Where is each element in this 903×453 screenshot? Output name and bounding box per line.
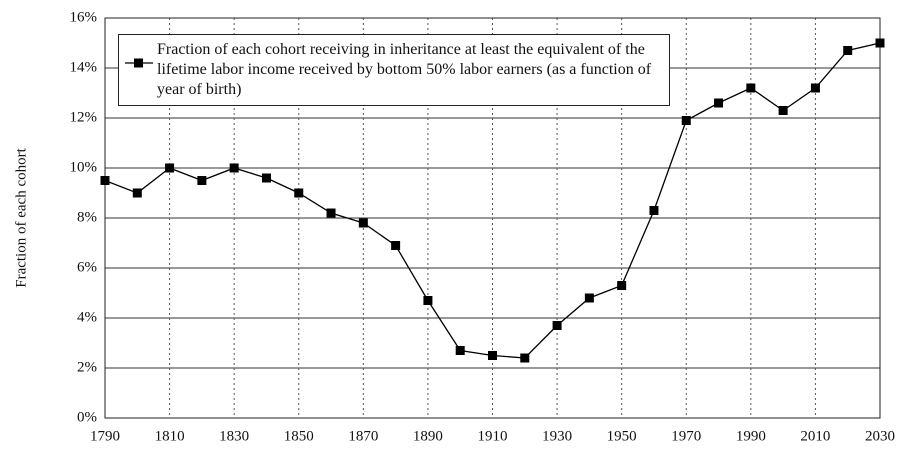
y-tick-label: 16%: [70, 9, 98, 25]
point: [681, 116, 691, 125]
point: [584, 293, 594, 303]
y-tick-label: 0%: [77, 409, 97, 425]
x-tick-label: 2010: [800, 428, 830, 444]
point: [552, 321, 562, 330]
point: [423, 296, 433, 305]
y-tick-label: 14%: [70, 59, 98, 75]
plot-frame: [104, 17, 881, 419]
point: [649, 206, 659, 215]
x-tick-label: 1830: [219, 428, 249, 444]
point: [261, 173, 271, 183]
x-tick-label: 1890: [413, 428, 443, 444]
point: [165, 163, 175, 173]
point: [617, 281, 627, 290]
point: [197, 176, 207, 185]
point: [714, 98, 724, 108]
legend-marker: [125, 58, 153, 68]
y-tick-label: 8%: [77, 209, 97, 225]
x-tick-label: 1930: [542, 428, 572, 444]
x-tick-label: 1950: [607, 428, 637, 444]
x-tick-label: 1870: [348, 428, 378, 444]
x-tick-label: 1990: [736, 428, 766, 444]
point: [100, 176, 110, 185]
point: [326, 208, 336, 218]
y-tick-label: 12%: [70, 109, 98, 125]
y-tick-label: 6%: [77, 259, 97, 275]
point: [746, 83, 756, 93]
y-tick-label: 10%: [70, 159, 98, 175]
x-tick-label: 2030: [865, 428, 895, 444]
point: [229, 163, 239, 173]
point: [778, 106, 788, 115]
x-tick-label: 1790: [90, 428, 120, 444]
point: [358, 218, 368, 228]
x-tick-label: 1850: [284, 428, 314, 444]
point: [294, 188, 304, 198]
legend-label: Fraction of each cohort receiving in inh…: [157, 41, 652, 98]
point: [520, 353, 530, 363]
point: [391, 241, 401, 250]
point: [810, 83, 820, 93]
point: [875, 38, 885, 48]
y-tick-label: 2%: [77, 359, 97, 375]
y-tick-label: 4%: [77, 309, 97, 325]
point: [455, 346, 465, 355]
x-tick-label: 1910: [478, 428, 508, 444]
x-tick-label: 1970: [671, 428, 701, 444]
legend: Fraction of each cohort receiving in inh…: [118, 34, 670, 106]
x-tick-label: 1810: [155, 428, 185, 444]
point: [132, 188, 142, 198]
legend-square: [134, 58, 143, 68]
point: [488, 351, 497, 360]
y-axis-label: Fraction of each cohort: [13, 147, 29, 287]
point: [843, 46, 853, 55]
